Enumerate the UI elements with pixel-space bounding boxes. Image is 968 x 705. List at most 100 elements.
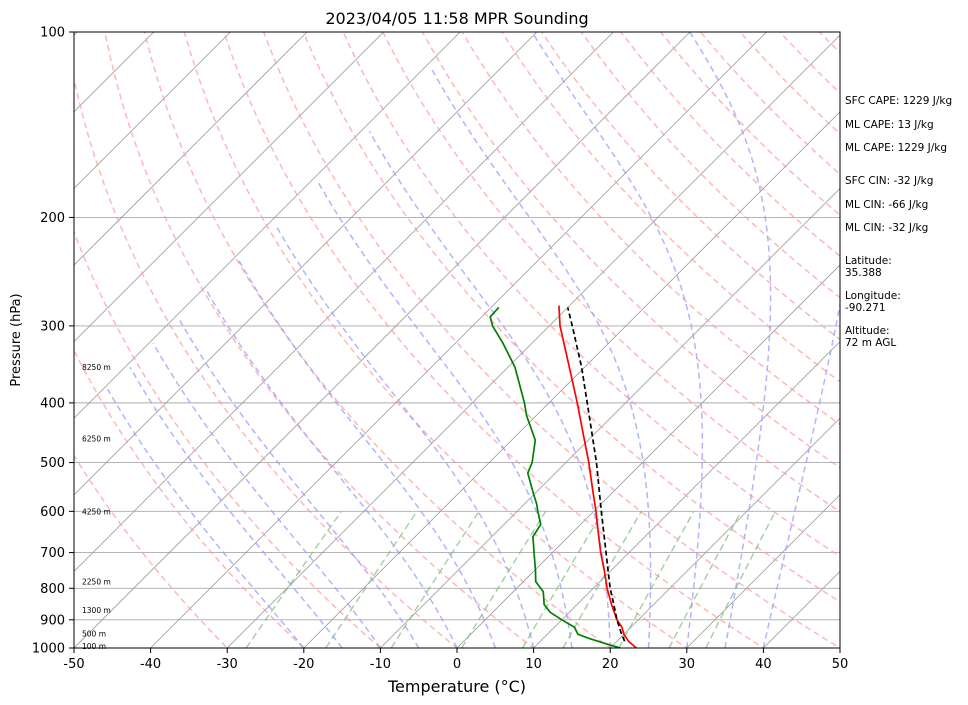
x-tick-label: -10	[370, 657, 391, 672]
isotherm-line	[150, 32, 767, 648]
chart-title: 2023/04/05 11:58 MPR Sounding	[325, 9, 588, 28]
x-axis-title: Temperature (°C)	[387, 677, 526, 696]
dry-adiabat-line	[74, 75, 459, 648]
isotherm-line	[0, 32, 1, 648]
axes: -50 -40 -30 -20 -10 0 10 20 30 40 50 100 200 300 400 50…	[32, 26, 848, 673]
isotherm-line	[456, 264, 840, 648]
y-tick-label: 100	[40, 26, 65, 41]
mixing-ratio-line	[390, 510, 480, 648]
temperature-profile-line	[558, 305, 637, 648]
latitude-value: 35.388	[845, 267, 882, 279]
data-lines	[489, 305, 637, 648]
mixing-ratio-line	[618, 510, 695, 648]
moist-adiabat-line	[106, 388, 305, 648]
mixing-ratio-line	[521, 510, 604, 648]
moist-adiabat-line	[177, 316, 420, 648]
parcel-profile-line	[566, 307, 626, 642]
sounding-annotations: SFC CAPE: 1229 J/kg ML CAPE: 13 J/kg ML …	[845, 95, 952, 349]
longitude-value: -90.271	[845, 302, 886, 314]
background-lines	[0, 32, 840, 648]
plot-frame	[73, 31, 841, 649]
ml-cin-note: ML CIN: -66 J/kg	[845, 199, 928, 211]
ml-cape-note-2: ML CAPE: 1229 J/kg	[845, 142, 947, 154]
dry-adiabat-line	[262, 32, 840, 648]
x-tick-label: 20	[602, 657, 619, 672]
dry-adiabat-line	[382, 32, 840, 513]
dry-adiabat-line	[223, 32, 765, 648]
isotherm-line	[74, 32, 538, 496]
latitude-label: Latitude:	[845, 255, 892, 267]
altitude-label: Altitude:	[845, 325, 890, 337]
y-tick-label: 1000	[32, 642, 65, 657]
moist-adiabat-line	[762, 300, 840, 648]
y-tick-label: 400	[40, 396, 65, 411]
y-tick-label: 700	[40, 546, 65, 561]
dry-adiabat-line	[421, 32, 840, 469]
moist-adiabat-line	[274, 223, 535, 648]
mixing-ratio-line	[562, 510, 642, 648]
height-label: 2250 m	[82, 578, 111, 587]
dry-adiabat-line	[501, 32, 840, 383]
height-label: 100 m	[82, 642, 106, 651]
isotherm-line	[380, 187, 840, 648]
mixing-ratio-line	[668, 511, 742, 648]
x-tick-label: -20	[293, 657, 314, 672]
dry-adiabat-line	[461, 32, 840, 426]
isotherm-line	[226, 34, 840, 648]
y-tick-label: 200	[40, 211, 65, 226]
y-tick-label: 600	[40, 505, 65, 520]
isotherm-line	[74, 32, 614, 572]
x-tick-label: -40	[140, 657, 161, 672]
isotherm-line	[303, 111, 840, 648]
moist-adiabat-line	[317, 181, 573, 648]
x-tick-label: 10	[525, 657, 542, 672]
isotherm-line	[74, 32, 461, 419]
moist-adiabat-line	[152, 342, 382, 648]
height-label: 1300 m	[82, 606, 111, 615]
height-label: 8250 m	[82, 363, 111, 372]
isotherm-line	[533, 341, 840, 648]
moist-adiabat-line	[431, 69, 652, 648]
isotherm-line	[74, 32, 231, 189]
x-tick-label: 40	[755, 657, 772, 672]
y-tick-label: 900	[40, 613, 65, 628]
y-axis-title: Pressure (hPa)	[9, 293, 24, 386]
mixing-ratio-line	[461, 510, 547, 648]
dry-adiabat-line	[74, 348, 305, 648]
dry-adiabat-line	[74, 230, 382, 648]
sfc-cin-note: SFC CIN: -32 J/kg	[845, 175, 933, 187]
x-tick-label: -30	[217, 657, 238, 672]
isotherm-line	[74, 32, 691, 648]
moist-adiabat-line	[531, 32, 704, 648]
dry-adiabat-line	[143, 32, 612, 648]
y-tick-label: 800	[40, 582, 65, 597]
moist-adiabat-line	[238, 260, 497, 648]
x-tick-label: 0	[453, 657, 461, 672]
height-label: 6250 m	[82, 435, 111, 444]
height-label: 500 m	[82, 630, 106, 639]
isotherm-line	[686, 494, 840, 648]
isotherm-line	[74, 32, 384, 343]
moist-adiabat-line	[368, 131, 611, 648]
mixing-ratio-line	[705, 511, 777, 648]
dewpoint-profile-line	[489, 306, 621, 648]
sfc-cape-note: SFC CAPE: 1229 J/kg	[845, 95, 952, 107]
y-tick-label: 500	[40, 456, 65, 471]
longitude-label: Longitude:	[845, 290, 901, 302]
dry-adiabat-line	[302, 32, 840, 603]
moist-adiabat-line	[689, 32, 772, 648]
altitude-value: 72 m AGL	[845, 337, 896, 349]
height-label: 4250 m	[82, 507, 111, 516]
x-tick-label: 50	[832, 657, 849, 672]
y-tick-label: 300	[40, 319, 65, 334]
mixing-ratio-line	[245, 510, 342, 648]
dry-adiabat-line	[74, 454, 229, 648]
isotherm-line	[609, 417, 840, 648]
ml-cin-note-2: ML CIN: -32 J/kg	[845, 222, 928, 234]
dry-adiabat-line	[342, 32, 840, 558]
mixing-ratio-line	[325, 510, 418, 648]
height-labels: 8250 m 6250 m 4250 m 2250 m 1300 m 500 m 100 m	[82, 363, 111, 651]
isotherm-line	[74, 32, 308, 266]
dry-adiabat-line	[183, 32, 689, 648]
